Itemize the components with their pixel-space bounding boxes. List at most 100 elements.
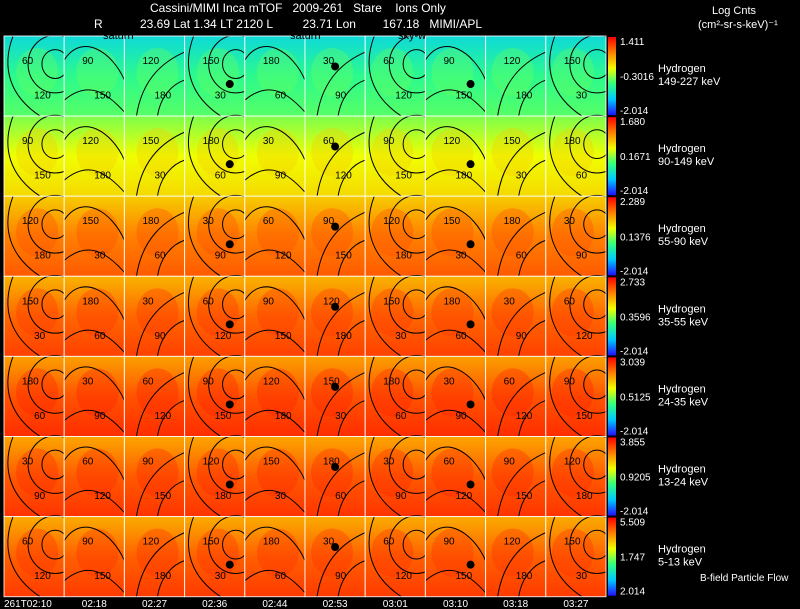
contour-label: 60: [203, 296, 215, 307]
contour-label: 60: [395, 411, 407, 422]
sky-map-panel: 180 60: [123, 195, 186, 277]
contour-label: 180: [395, 251, 412, 262]
contour-label: 90: [383, 136, 395, 147]
sky-map-panel: 120 180: [63, 115, 125, 197]
saturn-marker: [225, 160, 234, 169]
contour-label: 120: [504, 537, 521, 548]
colorbar: [608, 117, 616, 196]
sky-map-panel: 150 30: [485, 115, 547, 197]
contour-label: 60: [275, 571, 287, 582]
contour-label: 180: [142, 216, 159, 227]
colorbar-max-label: 3.039: [620, 357, 645, 368]
sky-map-panel: 60 120: [3, 515, 83, 598]
contour-label: 90: [82, 56, 94, 67]
contour-label: 150: [395, 171, 412, 182]
sky-map-panel: 60 120: [485, 355, 547, 437]
colorbar-min-label: -2.014: [620, 507, 649, 518]
contour-label: 120: [34, 90, 51, 101]
overlay-saturn-label-1: saturn: [103, 30, 134, 42]
sky-map-panel: 120 180: [123, 35, 186, 117]
saturn-marker: [331, 382, 340, 391]
colorbar-mid-label: -0.3016: [620, 72, 654, 83]
time-tick-label: 02:36: [202, 599, 227, 609]
contour-label: 180: [82, 296, 99, 307]
colorbar-mid-label: 0.1671: [620, 152, 651, 163]
sky-map-panel: 60 120: [304, 115, 366, 197]
colorbar-max-label: 3.855: [620, 438, 645, 449]
sky-map-panel: 90 150: [545, 355, 625, 437]
sky-map-panel: 180 60: [244, 516, 306, 598]
channel-species-label: Hydrogen: [658, 383, 706, 395]
contour-label: 30: [22, 457, 34, 468]
contour-label: 120: [576, 331, 593, 342]
sky-map-panel: 60 120: [545, 274, 625, 357]
saturn-marker: [331, 222, 340, 231]
contour-label: 30: [34, 331, 46, 342]
contour-label: 150: [94, 90, 111, 101]
contour-label: 60: [516, 251, 528, 262]
colorbar-min-label: -2.014: [620, 186, 649, 197]
time-tick-label: 02:18: [82, 599, 107, 609]
sky-map-panel: 60 120: [63, 436, 125, 518]
contour-label: 60: [142, 376, 154, 387]
contour-label: 90: [82, 537, 94, 548]
contour-label: 150: [443, 216, 460, 227]
contour-label: 90: [263, 296, 275, 307]
saturn-marker: [466, 400, 475, 409]
saturn-marker: [225, 80, 234, 89]
contour-label: 120: [564, 457, 581, 468]
time-tick-label: 261T02:10: [4, 599, 52, 609]
saturn-marker: [331, 462, 340, 471]
saturn-marker: [466, 480, 475, 489]
contour-label: 90: [456, 411, 468, 422]
contour-label: 180: [22, 376, 39, 387]
sky-map-panel: 60 120: [424, 436, 487, 518]
contour-label: 60: [564, 296, 576, 307]
contour-label: 120: [456, 491, 473, 502]
channel-energy-label: 35-55 keV: [658, 316, 709, 328]
contour-label: 180: [443, 296, 460, 307]
sky-map-panel: 150 30: [244, 436, 306, 518]
colorbar-mid-label: 0.1376: [620, 232, 651, 243]
contour-label: 90: [395, 491, 407, 502]
contour-label: 60: [504, 376, 516, 387]
contour-label: 180: [516, 90, 533, 101]
contour-label: 120: [395, 571, 412, 582]
contour-label: 30: [155, 171, 167, 182]
channel-energy-label: 24-35 keV: [658, 396, 709, 408]
contour-label: 60: [155, 251, 167, 262]
units-line-1: Log Cnts: [712, 5, 757, 17]
sky-map-panel: 30 90: [424, 355, 487, 437]
sky-map-panel: 150 30: [184, 34, 264, 117]
saturn-marker: [466, 320, 475, 329]
contour-label: 150: [383, 296, 400, 307]
contour-label: 30: [504, 296, 516, 307]
flow-legend: B-field Particle Flow: [700, 573, 789, 584]
contour-label: 120: [94, 491, 111, 502]
contour-label: 120: [22, 216, 39, 227]
contour-label: 150: [155, 491, 172, 502]
sky-map-panel: 30 90: [304, 35, 366, 117]
contour-label: 30: [142, 296, 154, 307]
contour-label: 90: [275, 171, 287, 182]
colorbar-min-label: -2.014: [620, 266, 649, 277]
sky-map-panel: 150 30: [304, 355, 366, 437]
contour-label: 120: [215, 331, 232, 342]
contour-label: 180: [155, 571, 172, 582]
overlay-saturn-label-2: saturn: [290, 30, 321, 42]
colorbar-mid-label: 0.5125: [620, 392, 651, 403]
sky-map-panel: 180 60: [244, 35, 306, 117]
contour-label: 90: [323, 216, 335, 227]
channel-energy-label: 13-24 keV: [658, 477, 709, 489]
sky-map-panel: 30 90: [63, 355, 125, 437]
saturn-marker: [466, 80, 475, 89]
contour-label: 120: [395, 90, 412, 101]
sky-map-panel: 90 150: [184, 355, 264, 437]
sky-map-panel: 120 180: [485, 516, 547, 598]
sky-map-panel: 150 30: [184, 515, 264, 598]
contour-label: 180: [34, 251, 51, 262]
contour-label: 30: [82, 376, 94, 387]
contour-label: 150: [456, 90, 473, 101]
contour-label: 60: [275, 90, 287, 101]
